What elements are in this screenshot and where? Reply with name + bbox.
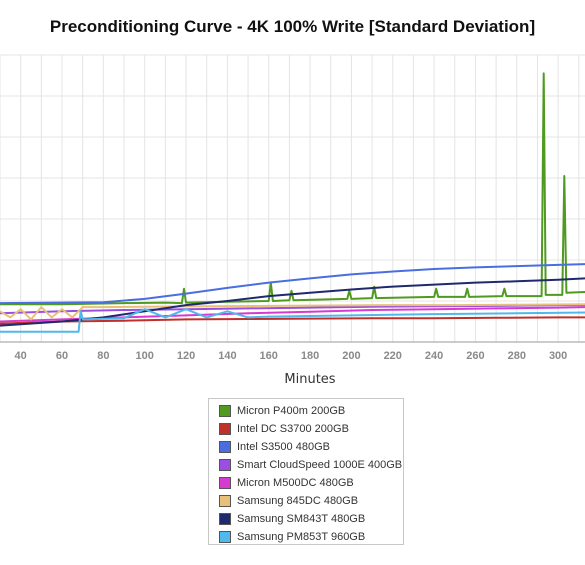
legend-swatch [219,459,231,471]
x-tick-label: 280 [508,350,526,362]
x-tick-label: 260 [466,350,484,362]
chart-title: Preconditioning Curve - 4K 100% Write [S… [49,17,536,36]
legend-item[interactable]: Micron P400m 200GB [219,402,403,420]
legend-swatch [219,513,231,525]
x-tick-label: 220 [384,350,402,362]
legend-swatch [219,423,231,435]
x-tick-label: 240 [425,350,443,362]
x-tick-label: 140 [218,350,236,362]
series-line-samsung-pm853t-960gb [0,308,585,333]
x-tick-label: 300 [549,350,567,362]
legend-item[interactable]: Samsung 845DC 480GB [219,492,403,510]
x-tick-label: 60 [56,350,68,362]
legend-label: Samsung SM843T 480GB [237,513,366,525]
series-line-intel-s3500-480gb [0,263,585,305]
legend-item[interactable]: Samsung SM843T 480GB [219,510,403,528]
series-line-micron-p400m-200gb [0,72,585,306]
legend-swatch [219,531,231,543]
series-group [0,72,585,333]
legend-swatch [219,405,231,417]
legend-item[interactable]: Micron M500DC 480GB [219,474,403,492]
legend-label: Intel DC S3700 200GB [237,423,349,435]
legend-swatch [219,477,231,489]
legend-swatch [219,495,231,507]
legend-item[interactable]: Smart CloudSpeed 1000E 400GB [219,456,403,474]
x-tick-label: 100 [136,350,154,362]
legend-label: Smart CloudSpeed 1000E 400GB [237,459,403,471]
series-line-samsung-sm843t-480gb [0,277,585,327]
plot-area: 40 60 80 100 120 140 160 180 200 220 240 260 280 300 … [0,54,585,387]
x-tick-labels: 40 60 80 100 120 140 160 180 200 220 240 260 280 300 [15,350,568,362]
legend-label: Micron P400m 200GB [237,405,346,417]
legend-label: Intel S3500 480GB [237,441,330,453]
x-tick-label: 160 [260,350,278,362]
x-tick-label: 80 [97,350,109,362]
x-tick-label: 120 [177,350,195,362]
series-line-intel-dc-s3700-200gb [0,316,585,325]
x-tick-label: 180 [301,350,319,362]
legend: Micron P400m 200GB Intel DC S3700 200GB In… [208,398,404,545]
legend-label: Samsung PM853T 960GB [237,531,366,543]
legend-label: Samsung 845DC 480GB [237,495,359,507]
x-tick-label: 200 [342,350,360,362]
x-axis-label: Minutes [284,372,335,387]
series-line-samsung-845dc-480gb [0,303,585,321]
x-tick-label: 40 [15,350,27,362]
legend-item[interactable]: Samsung PM853T 960GB [219,528,403,546]
legend-item[interactable]: Intel S3500 480GB [219,438,403,456]
legend-swatch [219,441,231,453]
legend-item[interactable]: Intel DC S3700 200GB [219,420,403,438]
legend-label: Micron M500DC 480GB [237,477,354,489]
